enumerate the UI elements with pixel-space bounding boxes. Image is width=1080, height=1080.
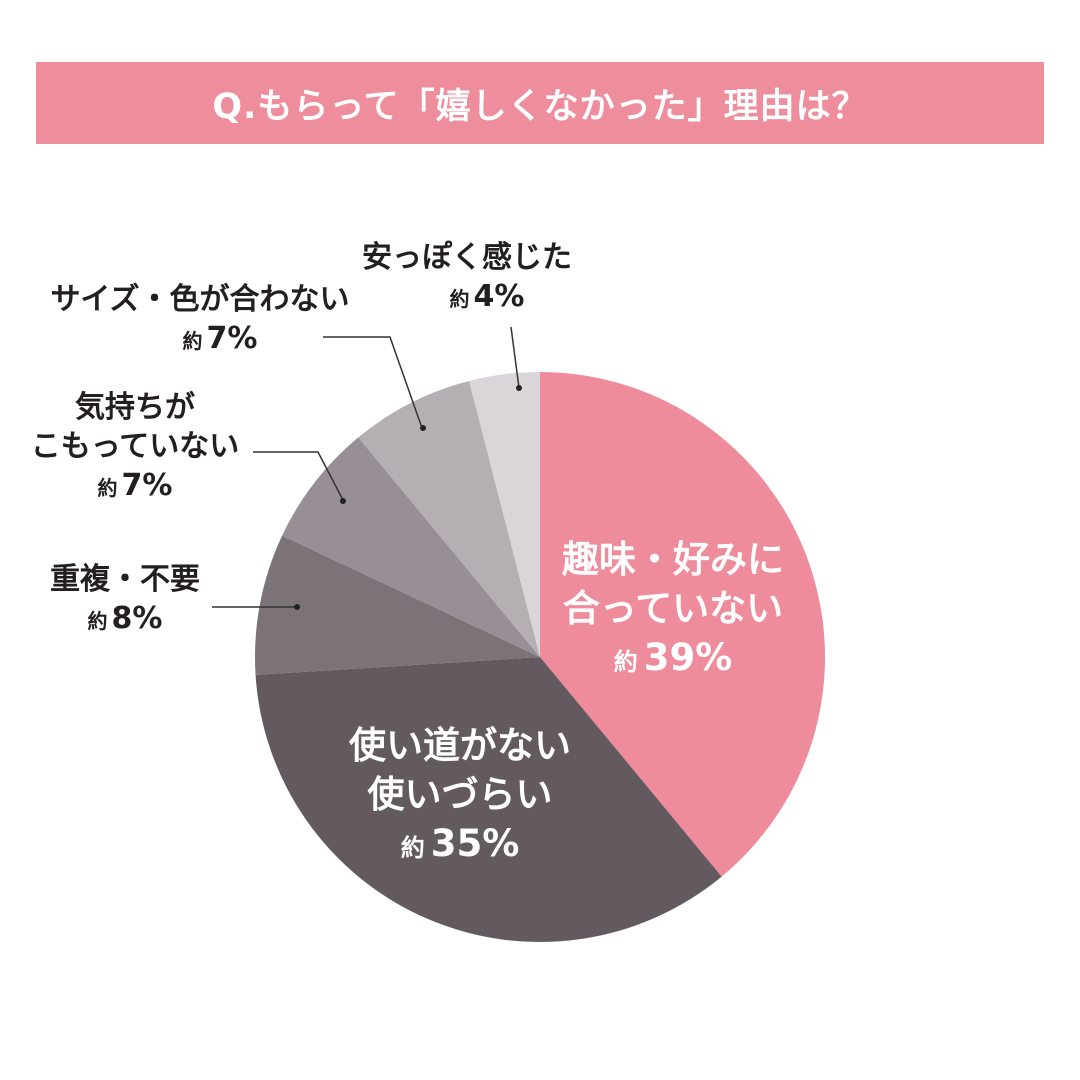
slice-feelings	[282, 437, 540, 657]
pie-slices	[254, 372, 825, 942]
leader-dot-feelings	[340, 498, 346, 504]
title-banner: Q.もらって「嬉しくなかった」理由は？	[36, 62, 1044, 144]
slice-label-cheap: 安っぽく感じた 約 4%	[362, 240, 572, 314]
slice-duplicate	[254, 535, 540, 675]
slice-label-feelings: 気持ちが こもっていない 約 7%	[30, 390, 240, 503]
slice-no-use	[255, 657, 722, 942]
slice-cheap	[469, 372, 540, 657]
slice-label-taste: 趣味・好みに 合っていない 約 39%	[562, 538, 784, 679]
leader-dot-size	[420, 425, 426, 431]
leader-line-size	[323, 336, 423, 429]
slice-size	[358, 380, 540, 657]
slice-label-duplicate: 重複・不要 約 8%	[50, 562, 200, 636]
leader-lines	[212, 326, 522, 610]
slice-taste	[540, 372, 825, 877]
leader-line-cheap	[510, 326, 520, 389]
leader-dot-cheap	[516, 385, 522, 391]
leader-dot-duplicate	[294, 604, 300, 610]
leader-line-feelings	[253, 451, 344, 501]
chart-title: Q.もらって「嬉しくなかった」理由は？	[212, 86, 868, 127]
slice-label-size: サイズ・色が合わない 約 7%	[50, 282, 350, 356]
slice-label-no-use: 使い道がない 使いづらい 約 35%	[349, 724, 571, 865]
